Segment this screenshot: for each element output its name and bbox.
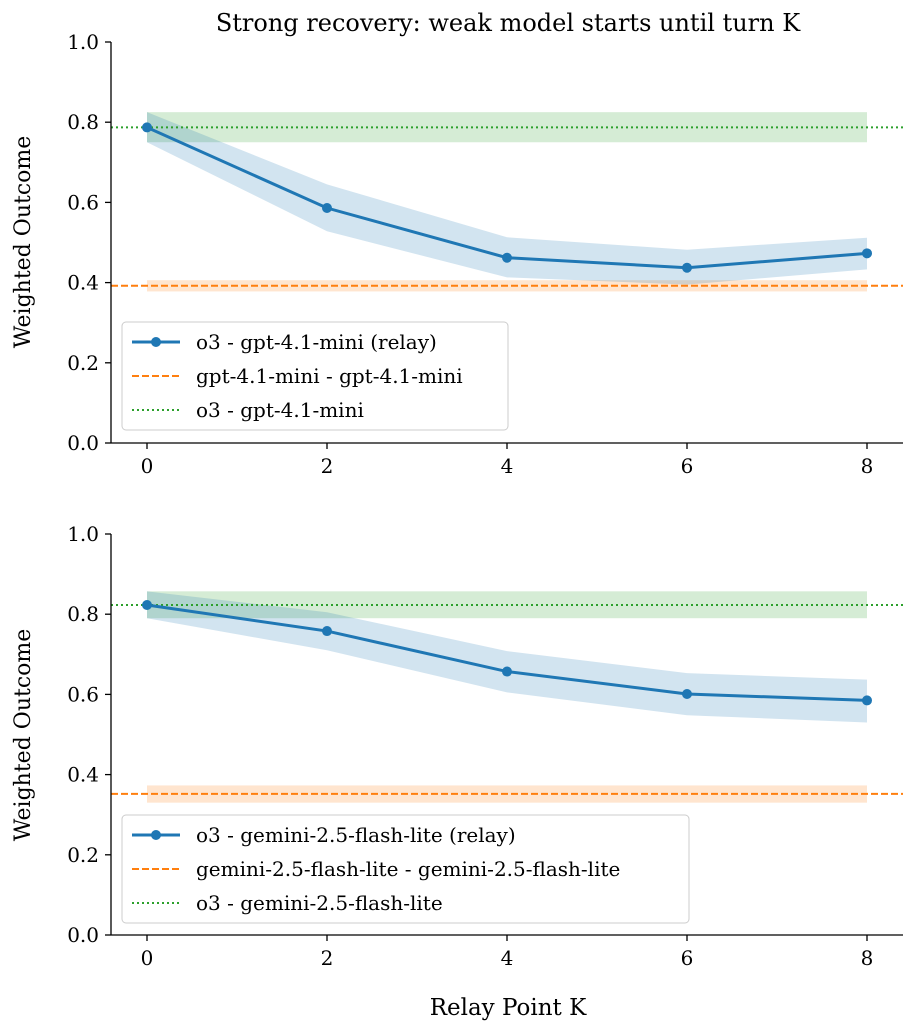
relay-point (322, 203, 332, 214)
y-tick-label: 1.0 (67, 522, 99, 546)
relay-point (862, 695, 872, 706)
legend-box (121, 814, 690, 924)
y-tick-label: 0.0 (67, 923, 99, 947)
legend-marker (151, 830, 161, 840)
y-tick-label: 0.2 (67, 351, 99, 375)
x-tick-label: 6 (681, 454, 694, 478)
relay-point (142, 599, 152, 610)
y-axis-label: Weighted Outcome (11, 629, 36, 842)
legend-entry-label: o3 - gemini-2.5-flash-lite (relay) (196, 823, 516, 847)
relay-point (682, 688, 692, 699)
legend-entry-label: gpt-4.1-mini - gpt-4.1-mini (196, 364, 463, 388)
bottom-chart-panel: 0.0 0.2 0.4 0.6 0.8 1.0 0 2 4 6 8 Weighted Outcome o… (11, 522, 903, 970)
legend-box (121, 321, 509, 431)
y-axis-label: Weighted Outcome (11, 136, 36, 349)
legend-entry-label: o3 - gpt-4.1-mini (relay) (196, 330, 437, 354)
legend-entry-label: gemini-2.5-flash-lite - gemini-2.5-flash… (196, 857, 620, 881)
x-tick-label: 8 (861, 454, 874, 478)
x-tick-label: 8 (861, 946, 874, 970)
relay-point (862, 248, 872, 259)
relay-confidence-band (147, 112, 867, 285)
figure-title: Strong recovery: weak model starts until… (216, 9, 801, 37)
y-tick-label: 0.6 (67, 682, 99, 706)
relay-point (142, 122, 152, 133)
x-tick-label: 0 (141, 946, 154, 970)
y-tick-label: 0.8 (67, 602, 99, 626)
relay-point (322, 626, 332, 637)
y-tick-label: 0.6 (67, 190, 99, 214)
relay-point (502, 666, 512, 677)
y-tick-label: 0.0 (67, 431, 99, 455)
relay-point (682, 262, 692, 273)
x-tick-label: 4 (501, 454, 514, 478)
x-tick-label: 6 (681, 946, 694, 970)
y-tick-label: 0.2 (67, 843, 99, 867)
legend-entry-label: o3 - gemini-2.5-flash-lite (196, 891, 443, 915)
x-tick-label: 2 (321, 946, 334, 970)
y-tick-label: 0.4 (67, 271, 99, 295)
y-tick-label: 0.4 (67, 763, 99, 787)
x-tick-label: 0 (141, 454, 154, 478)
x-axis-label: Relay Point K (430, 995, 587, 1021)
legend-entry-label: o3 - gpt-4.1-mini (196, 398, 364, 422)
legend-marker (151, 337, 161, 347)
x-tick-label: 4 (501, 946, 514, 970)
top-chart-panel: 0.0 0.2 0.4 0.6 0.8 1.0 0 2 4 6 8 Weighted Outcome o… (11, 30, 903, 478)
y-tick-label: 1.0 (67, 30, 99, 54)
relay-point (502, 252, 512, 263)
y-tick-label: 0.8 (67, 110, 99, 134)
x-tick-label: 2 (321, 454, 334, 478)
